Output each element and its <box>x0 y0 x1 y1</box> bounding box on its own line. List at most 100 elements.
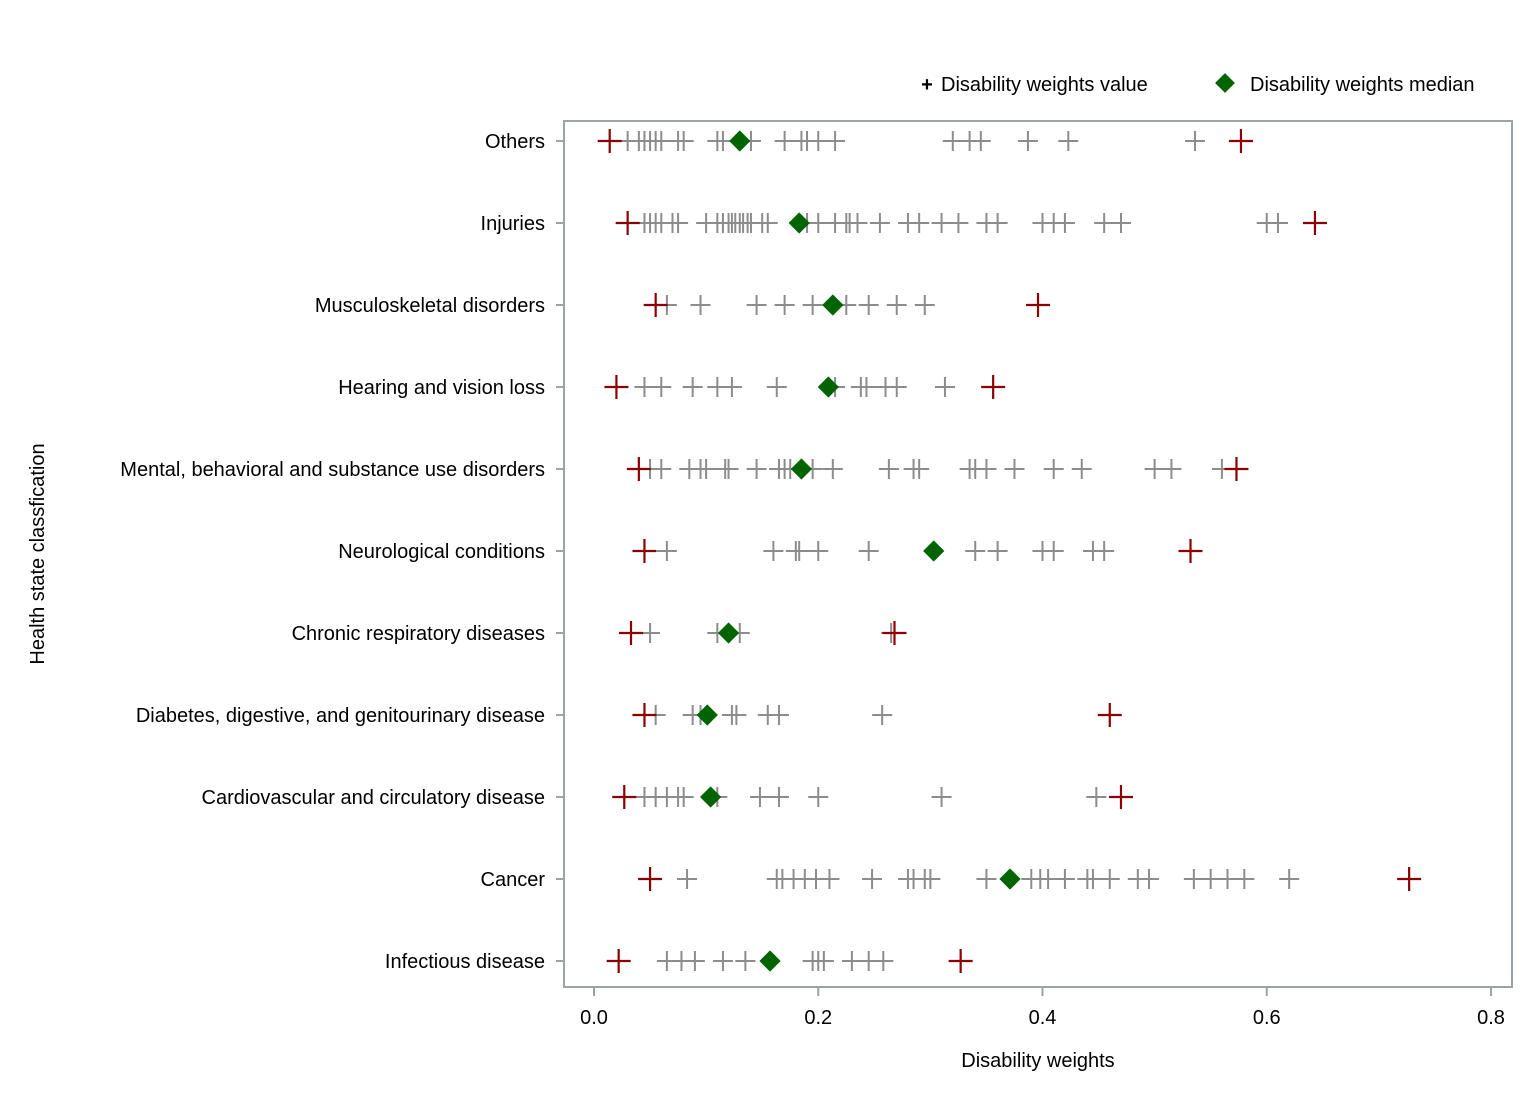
median-point <box>700 786 722 808</box>
category-points <box>619 621 907 645</box>
category-points <box>615 211 1327 235</box>
min-point <box>638 867 663 891</box>
value-point <box>673 131 694 151</box>
value-point <box>841 951 862 971</box>
category-label: Mental, behavioral and substance use dis… <box>120 459 545 481</box>
value-point <box>1054 869 1075 889</box>
value-point <box>1144 459 1165 479</box>
category-points <box>604 375 1006 399</box>
value-point <box>1043 541 1064 561</box>
x-tick-label: 0.6 <box>1253 1007 1281 1029</box>
category-label: Hearing and vision loss <box>338 377 545 399</box>
max-point <box>1224 457 1249 481</box>
category-points <box>612 785 1133 809</box>
value-point <box>987 541 1008 561</box>
legend: + Disability weights value Disability we… <box>921 73 1475 96</box>
value-point <box>735 951 756 971</box>
max-point <box>1228 129 1253 153</box>
value-point <box>886 377 907 397</box>
value-point <box>673 787 694 807</box>
value-point <box>1184 131 1205 151</box>
value-point <box>677 869 698 889</box>
value-point <box>766 377 787 397</box>
value-point <box>682 377 703 397</box>
value-point <box>920 869 941 889</box>
value-point <box>1217 869 1238 889</box>
median-point <box>822 294 844 316</box>
max-point <box>1302 211 1327 235</box>
value-point <box>651 459 672 479</box>
min-point <box>643 293 668 317</box>
min-point <box>597 129 622 153</box>
value-point <box>668 213 689 233</box>
value-point <box>1139 869 1160 889</box>
median-point <box>817 376 839 398</box>
value-point <box>965 541 986 561</box>
median-point <box>923 540 945 562</box>
category-label: Neurological conditions <box>338 541 545 563</box>
value-point <box>886 295 907 315</box>
x-axis: 0.0 0.2 0.4 0.6 0.8 <box>580 987 1505 1029</box>
value-point <box>1038 869 1059 889</box>
category-label: Others <box>485 131 545 153</box>
value-point <box>802 295 823 315</box>
value-point <box>808 131 829 151</box>
max-point <box>981 375 1006 399</box>
value-point <box>769 787 790 807</box>
value-point <box>656 541 677 561</box>
value-point <box>878 459 899 479</box>
x-tick-label: 0.0 <box>580 1007 608 1029</box>
value-point <box>1043 459 1064 479</box>
value-point <box>1071 459 1092 479</box>
legend-median-label: Disability weights median <box>1250 74 1475 96</box>
value-point <box>856 377 877 397</box>
value-point <box>634 377 655 397</box>
value-point <box>763 541 784 561</box>
median-point <box>759 950 781 972</box>
min-point <box>626 457 651 481</box>
value-point <box>1094 541 1115 561</box>
min-point <box>604 375 629 399</box>
value-point <box>847 213 868 233</box>
value-point <box>909 459 930 479</box>
category-label: Infectious disease <box>385 951 545 973</box>
category-points <box>643 293 1051 317</box>
value-point <box>1161 459 1182 479</box>
x-tick-label: 0.8 <box>1477 1007 1505 1029</box>
value-point <box>769 705 790 725</box>
min-point <box>612 785 637 809</box>
max-point <box>1178 539 1203 563</box>
value-point <box>1234 869 1255 889</box>
median-point <box>717 622 740 644</box>
value-point <box>858 295 879 315</box>
value-point <box>948 213 969 233</box>
value-point <box>1082 869 1103 889</box>
max-point <box>882 621 907 645</box>
value-point <box>931 787 952 807</box>
value-point <box>712 951 733 971</box>
value-point <box>640 623 661 643</box>
legend-median-symbol <box>1215 73 1235 93</box>
x-axis-title: Disability weights <box>961 1050 1114 1072</box>
legend-value-label: Disability weights value <box>941 74 1148 96</box>
value-point <box>746 295 767 315</box>
category-label: Cardiovascular and circulatory disease <box>202 787 546 809</box>
value-point <box>718 459 739 479</box>
value-point <box>726 705 747 725</box>
value-point <box>690 295 711 315</box>
data-points <box>597 129 1422 973</box>
min-point <box>619 621 644 645</box>
value-point <box>1017 131 1038 151</box>
value-point <box>869 213 890 233</box>
min-point <box>606 949 631 973</box>
category-label: Cancer <box>481 869 546 891</box>
value-point <box>1099 869 1120 889</box>
value-point <box>934 377 955 397</box>
value-point <box>1110 213 1131 233</box>
value-point <box>970 131 991 151</box>
category-label: Diabetes, digestive, and genitourinary d… <box>136 705 545 727</box>
max-point <box>1108 785 1133 809</box>
min-point <box>615 211 640 235</box>
category-points <box>638 867 1422 891</box>
value-point <box>808 213 829 233</box>
